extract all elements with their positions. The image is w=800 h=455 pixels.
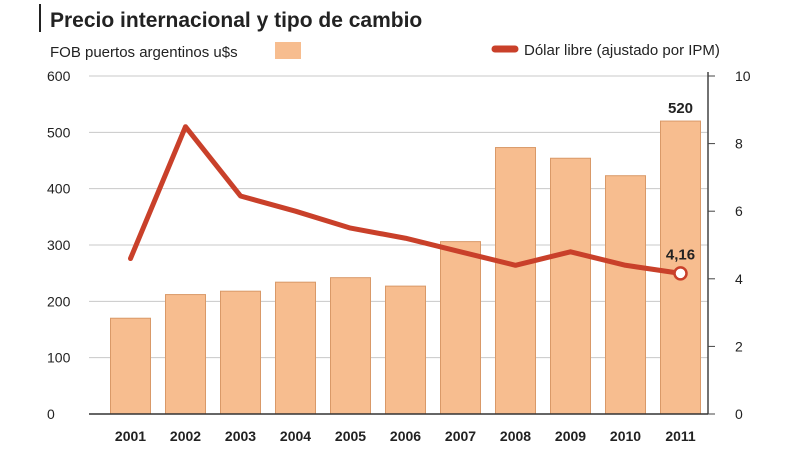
legend-line-label: Dólar libre (ajustado por IPM)	[524, 42, 720, 59]
x-tick-label: 2003	[225, 428, 256, 444]
y-left-tick-label: 400	[47, 181, 71, 197]
legend-bar-label: FOB puertos argentinos u$s	[50, 44, 238, 61]
line-dolar-libre	[128, 124, 683, 276]
x-tick-label: 2011	[665, 428, 696, 444]
x-tick-label: 2001	[115, 428, 146, 444]
y-left-tick-label: 500	[47, 124, 71, 140]
x-tick-label: 2010	[610, 428, 641, 444]
y-right-tick-label: 0	[735, 406, 743, 422]
bar-2003	[220, 290, 261, 415]
line-series	[128, 124, 688, 281]
y-left-tick-label: 300	[47, 237, 71, 253]
y-left-tick-label: 200	[47, 293, 71, 309]
bar-2006	[385, 285, 426, 415]
y-right-tick-label: 10	[735, 68, 751, 84]
bar-2005	[330, 277, 371, 415]
bar-2004	[275, 281, 316, 415]
bar-2009	[550, 157, 591, 415]
bar-2010	[605, 175, 646, 415]
bar-series	[110, 120, 701, 415]
chart-title: Precio internacional y tipo de cambio	[50, 9, 422, 32]
y-left-tick-label: 100	[47, 350, 71, 366]
bar-2002	[165, 294, 206, 415]
x-tick-label: 2008	[500, 428, 531, 444]
annotation-bar-last: 520	[668, 100, 693, 117]
x-tick-label: 2004	[280, 428, 311, 444]
x-tick-label: 2007	[445, 428, 476, 444]
x-tick-label: 2009	[555, 428, 586, 444]
legend-bar-swatch	[275, 42, 301, 59]
bar-2001	[110, 317, 151, 415]
x-tick-label: 2006	[390, 428, 421, 444]
y-left-tick-label: 600	[47, 68, 71, 84]
y-right-tick-label: 6	[735, 203, 743, 219]
y-right-tick-label: 8	[735, 136, 743, 152]
y-right-tick-label: 2	[735, 338, 743, 354]
x-tick-label: 2005	[335, 428, 366, 444]
bar-2011	[660, 120, 701, 415]
annotation-line-last: 4,16	[666, 246, 695, 263]
bar-2008	[495, 147, 536, 415]
y-left-tick-label: 0	[47, 406, 55, 422]
x-tick-label: 2002	[170, 428, 201, 444]
labels: 0 100 200 300 400 500 600 0 2 4 6 8 10 2001 2002 2003 20…	[47, 68, 751, 444]
bar-2007	[440, 241, 481, 415]
y-right-tick-label: 4	[735, 271, 743, 287]
axes	[89, 72, 715, 415]
line-end-marker	[673, 266, 688, 281]
